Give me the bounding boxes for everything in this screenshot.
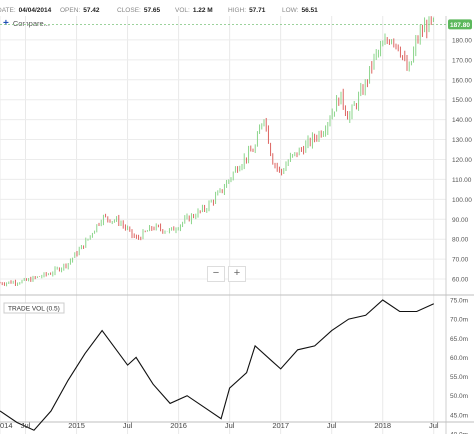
vol-tick-label: 50.0m [450, 393, 468, 400]
y-tick-label: 140.00 [452, 117, 472, 124]
vol-tick-label: 40.0m [450, 432, 468, 434]
info-date: DATE:04/04/2014 [0, 6, 52, 14]
y-tick-label: 120.00 [452, 157, 472, 164]
info-high: HIGH: 57.71 [228, 6, 266, 14]
price-badge [448, 19, 472, 30]
x-tick-label: 2017 [272, 421, 289, 430]
compare-label: Compare... [12, 19, 50, 28]
y-tick-label: 100.00 [452, 197, 472, 204]
y-tick-label: 180.00 [452, 37, 472, 44]
y-tick-label: 90.00 [452, 217, 469, 224]
vol-tick-label: 60.0m [450, 355, 468, 362]
y-tick-label: 150.00 [452, 97, 472, 104]
info-vol: VOL: 1.22 M [175, 6, 213, 14]
x-tick-label: 014 [0, 421, 13, 430]
plus-icon: + [3, 17, 9, 29]
x-tick-label: Jul [123, 421, 133, 430]
y-tick-label: 60.00 [452, 277, 469, 284]
vol-tick-label: 70.0m [450, 317, 468, 324]
price-badge-label: 187.80 [450, 22, 470, 29]
x-tick-label: Jul [21, 421, 31, 430]
vol-tick-label: 55.0m [450, 374, 468, 381]
y-tick-label: 130.00 [452, 137, 472, 144]
x-tick-label: Jul [225, 421, 235, 430]
x-tick-label: Jul [327, 421, 337, 430]
x-tick-label: 2016 [170, 421, 187, 430]
vol-tick-label: 45.0m [450, 412, 468, 419]
indicator-label-box [3, 302, 65, 314]
x-tick-label: 2015 [68, 421, 85, 430]
trade-vol-line [0, 299, 435, 431]
zoom-out-button[interactable]: − [207, 266, 225, 282]
ohlc-info-bar: DATE:04/04/2014 OPEN:57.42 CLOSE:57.65 VOL:… [0, 0, 474, 20]
y-tick-label: 170.00 [452, 57, 472, 64]
x-tick-label: Jul [429, 421, 439, 430]
y-tick-label: 80.00 [452, 237, 469, 244]
compare-button[interactable]: + Compare... [3, 17, 50, 29]
vol-tick-label: 65.0m [450, 336, 468, 343]
indicator-label: TRADE VOL (0.5) [8, 306, 60, 313]
y-tick-label: 70.00 [452, 257, 469, 264]
y-tick-label: 110.00 [452, 177, 472, 184]
info-low: LOW: 56.51 [282, 6, 318, 14]
info-open: OPEN: 57.42 [60, 6, 100, 14]
info-close: CLOSE: 57.65 [117, 6, 161, 14]
vol-tick-label: 75.0m [450, 298, 468, 305]
x-tick-label: 2018 [374, 421, 391, 430]
y-tick-label: 160.00 [452, 77, 472, 84]
zoom-in-button[interactable]: + [228, 266, 246, 282]
